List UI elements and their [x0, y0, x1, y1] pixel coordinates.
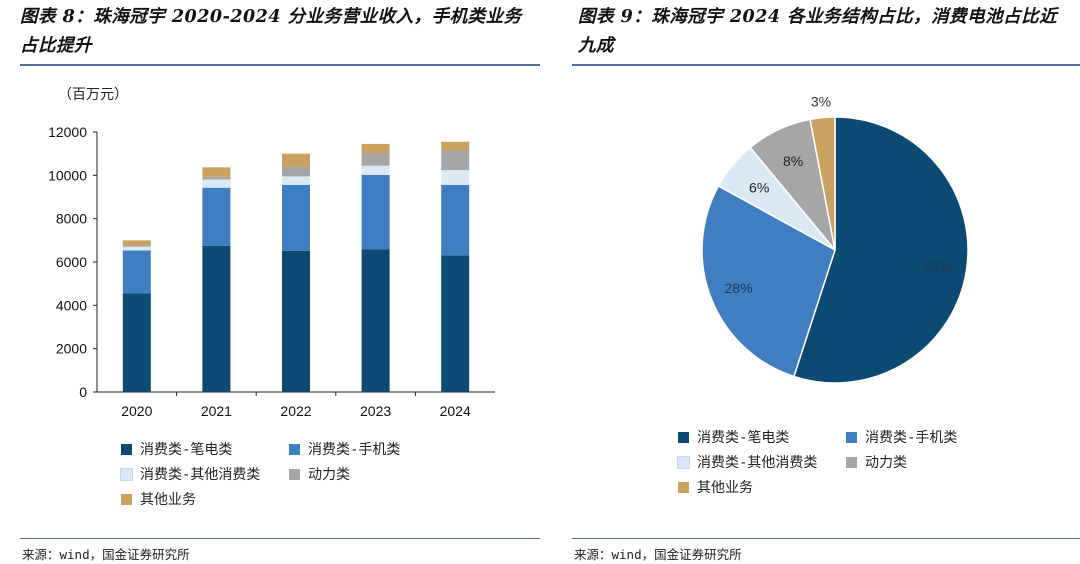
- y-unit-label: （百万元）: [58, 86, 128, 102]
- left-figure: 图表 8：珠海冠宇 2020-2024 分业务营业收入，手机类业务占比提升 （百…: [20, 7, 540, 562]
- bar-segment-series-1-2022: [282, 184, 310, 251]
- legend-swatch: [678, 432, 689, 443]
- right-figure: 图表 9：珠海冠宇 2024 各业务结构占比，消费电池占比近九成 55% 28% 6…: [572, 0, 1080, 564]
- legend-label: 消费类-笔电类: [140, 442, 233, 458]
- bar-segment-series-2-2022: [282, 176, 310, 185]
- legend-swatch: [677, 456, 690, 469]
- legend-label: 动力类: [308, 467, 350, 483]
- y-tick-label: 0: [79, 384, 87, 400]
- bar-segment-series-3-2024: [441, 150, 470, 171]
- bar-segment-series-3-2023: [361, 153, 390, 166]
- pie-slice-series-4: [809, 116, 836, 251]
- bar-segment-series-3-2021: [202, 176, 231, 180]
- legend-swatch: [678, 482, 689, 493]
- y-tick-label: 6000: [56, 254, 87, 270]
- y-tick-label: 8000: [56, 211, 87, 227]
- bar-segment-series-3-2022: [282, 166, 310, 177]
- pie-data-label: 3%: [811, 94, 831, 110]
- left-source-rule: [20, 538, 540, 539]
- legend-swatch: [289, 469, 300, 480]
- bar-segment-series-4-2021: [202, 167, 231, 177]
- right-figure-title: 图表 9：珠海冠宇 2024 各业务结构占比，消费电池占比近九成: [578, 7, 1058, 56]
- right-source: 来源：wind，国金证券研究所: [574, 547, 742, 562]
- bar-segment-series-1-2023: [361, 174, 390, 250]
- bar-chart-legend: 消费类-笔电类 消费类-手机类消费类-其他消费类 动力类其他业务: [120, 440, 451, 520]
- legend-swatch: [120, 468, 133, 481]
- legend-label: 消费类-笔电类: [697, 430, 790, 446]
- x-tick-label: 2020: [121, 403, 152, 419]
- bar-segment-series-4-2020: [122, 240, 151, 246]
- x-tick-label: 2023: [360, 403, 391, 419]
- pie-data-label: 6%: [749, 179, 769, 195]
- x-tick-label: 2024: [440, 403, 471, 419]
- bar-segment-series-2-2024: [441, 170, 470, 185]
- legend-swatch: [121, 444, 132, 455]
- bar-segment-series-0-2022: [282, 250, 310, 392]
- pie-slice-series-1: [701, 184, 836, 378]
- y-tick-label: 2000: [56, 341, 87, 357]
- bar-segment-series-4-2023: [361, 143, 390, 154]
- stacked-bar-chart: （百万元） 0 2000 4000 6000 8000 10000 12000 2020 2021…: [48, 86, 495, 419]
- left-figure-title: 图表 8：珠海冠宇 2020-2024 分业务营业收入，手机类业务占比提升: [20, 7, 522, 56]
- legend-label: 消费类-其他消费类: [697, 455, 818, 471]
- y-tick-label: 10000: [48, 167, 87, 183]
- legend-label: 消费类-其他消费类: [140, 467, 261, 483]
- bar-segment-series-2-2023: [361, 165, 390, 175]
- x-tick-label: 2021: [201, 403, 232, 419]
- bar-segment-series-3-2020: [122, 245, 151, 247]
- bar-segment-series-0-2020: [122, 293, 151, 392]
- right-source-rule: [572, 538, 1080, 539]
- bar-segment-series-2-2020: [122, 246, 151, 251]
- right-title-rule: [572, 64, 1080, 66]
- legend-label: 其他业务: [140, 492, 196, 508]
- bar-segment-series-4-2024: [441, 141, 470, 151]
- legend-swatch: [289, 444, 300, 455]
- pie-chart-legend: 消费类-笔电类 消费类-手机类消费类-其他消费类 动力类其他业务: [677, 428, 1008, 508]
- bar-segment-series-2-2021: [202, 179, 231, 188]
- left-source: 来源：wind，国金证券研究所: [22, 547, 190, 562]
- legend-swatch: [121, 494, 132, 505]
- y-tick-label: 4000: [56, 297, 87, 313]
- left-title-rule: [20, 64, 540, 66]
- pie-data-label: 55%: [923, 258, 951, 274]
- bar-segment-series-4-2022: [282, 153, 310, 167]
- bar-segment-series-1-2024: [441, 184, 470, 256]
- legend-swatch: [846, 457, 857, 468]
- bar-segment-series-0-2023: [361, 249, 390, 392]
- legend-label: 其他业务: [697, 480, 753, 496]
- bar-segment-series-1-2020: [122, 250, 151, 294]
- x-tick-label: 2022: [280, 403, 311, 419]
- pie-slice-series-0: [792, 116, 969, 384]
- legend-label: 消费类-手机类: [308, 442, 401, 458]
- legend-label: 动力类: [865, 455, 907, 471]
- y-tick-label: 12000: [48, 124, 87, 140]
- legend-swatch: [846, 432, 857, 443]
- legend-label: 消费类-手机类: [865, 430, 958, 446]
- pie-data-label: 8%: [783, 153, 803, 169]
- pie-chart: 55% 28% 6% 8% 3%: [701, 94, 969, 384]
- pie-data-label: 28%: [725, 280, 753, 296]
- bar-segment-series-1-2021: [202, 187, 231, 246]
- bar-segment-series-0-2024: [441, 255, 470, 392]
- bar-segment-series-0-2021: [202, 245, 231, 392]
